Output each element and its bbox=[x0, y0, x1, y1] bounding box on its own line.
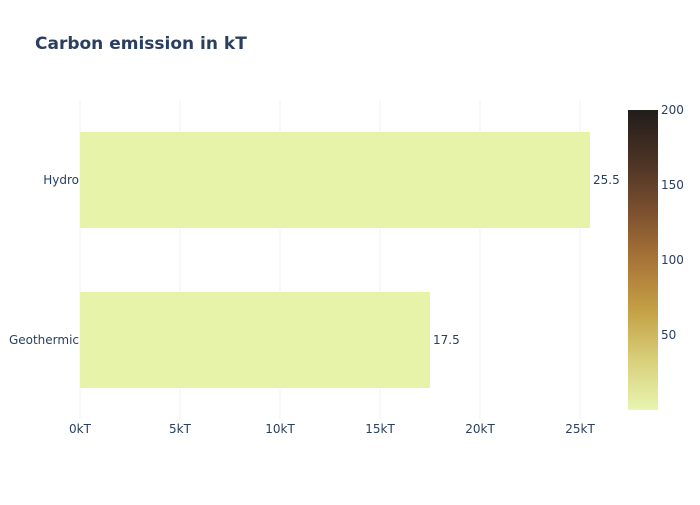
x-tick-label-1: 5kT bbox=[169, 422, 192, 436]
x-tick-label-3: 15kT bbox=[365, 422, 395, 436]
colorbar-scale bbox=[628, 110, 658, 410]
bar-value-label-hydro: 25.5 bbox=[593, 173, 620, 187]
x-tick-label-4: 20kT bbox=[465, 422, 495, 436]
colorbar-tick-label-2: 150 bbox=[661, 178, 684, 192]
x-tick-label-0: 0kT bbox=[69, 422, 92, 436]
y-tick-label-hydro: Hydro bbox=[43, 173, 79, 187]
colorbar-tick-label-0: 50 bbox=[661, 328, 676, 342]
y-tick-label-geothermic: Geothermic bbox=[9, 333, 79, 347]
x-axis-tick-labels: 0kT 5kT 10kT 15kT 20kT 25kT bbox=[69, 422, 595, 436]
colorbar-tick-label-1: 100 bbox=[661, 253, 684, 267]
chart-title: Carbon emission in kT bbox=[35, 34, 247, 54]
y-axis-tick-labels: Geothermic Hydro bbox=[9, 173, 79, 347]
colorbar-tick-label-3: 200 bbox=[661, 103, 684, 117]
colorbar: 50 100 150 200 bbox=[628, 103, 684, 410]
bar-geothermic[interactable] bbox=[80, 292, 430, 388]
bars: 17.5 25.5 bbox=[80, 132, 620, 388]
bar-hydro[interactable] bbox=[80, 132, 590, 228]
x-tick-label-5: 25kT bbox=[565, 422, 595, 436]
x-tick-label-2: 10kT bbox=[265, 422, 295, 436]
bar-value-label-geothermic: 17.5 bbox=[433, 333, 460, 347]
